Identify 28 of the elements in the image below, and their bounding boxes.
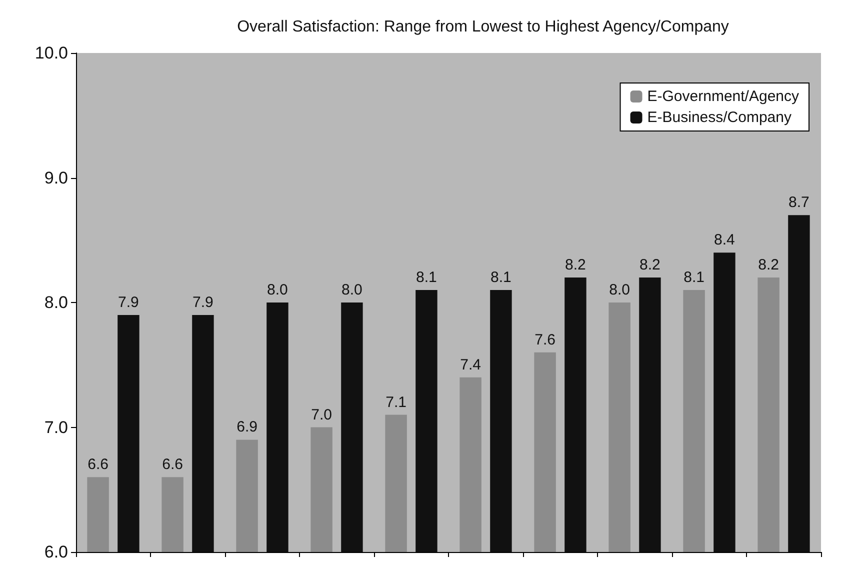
- data-label: 8.7: [788, 194, 810, 212]
- data-label: 8.2: [640, 256, 660, 274]
- y-tick-label: 6.0: [44, 542, 68, 562]
- y-tick-label: 10.0: [34, 44, 68, 62]
- data-label: 8.1: [684, 269, 704, 286]
- data-label: 8.1: [416, 269, 437, 286]
- data-label: 7.6: [534, 331, 556, 348]
- data-label: 7.4: [460, 356, 481, 374]
- data-label: 6.9: [236, 418, 258, 436]
- data-label: 6.6: [162, 456, 183, 474]
- data-label: 7.1: [386, 394, 406, 411]
- data-label: 8.0: [342, 282, 362, 298]
- data-label: 8.2: [565, 256, 586, 274]
- chart-title: Overall Satisfaction: Range from Lowest to Highest Agency/Company: [237, 18, 729, 36]
- data-label: 8.4: [714, 232, 735, 249]
- data-label: 8.0: [609, 282, 630, 298]
- data-label: 7.0: [311, 406, 332, 424]
- data-label: 7.9: [118, 294, 139, 311]
- data-label: 6.6: [88, 456, 108, 474]
- y-tick-label: 9.0: [44, 168, 68, 188]
- data-label: 8.0: [267, 282, 288, 298]
- data-label: 7.9: [192, 294, 214, 311]
- y-tick-label: 7.0: [44, 418, 68, 437]
- data-label: 8.2: [758, 256, 779, 274]
- legend-label: E-Business/Company: [647, 109, 792, 126]
- data-label: 8.1: [490, 269, 512, 286]
- legend-label: E-Government/Agency: [647, 88, 800, 105]
- y-tick-label: 8.0: [44, 293, 68, 312]
